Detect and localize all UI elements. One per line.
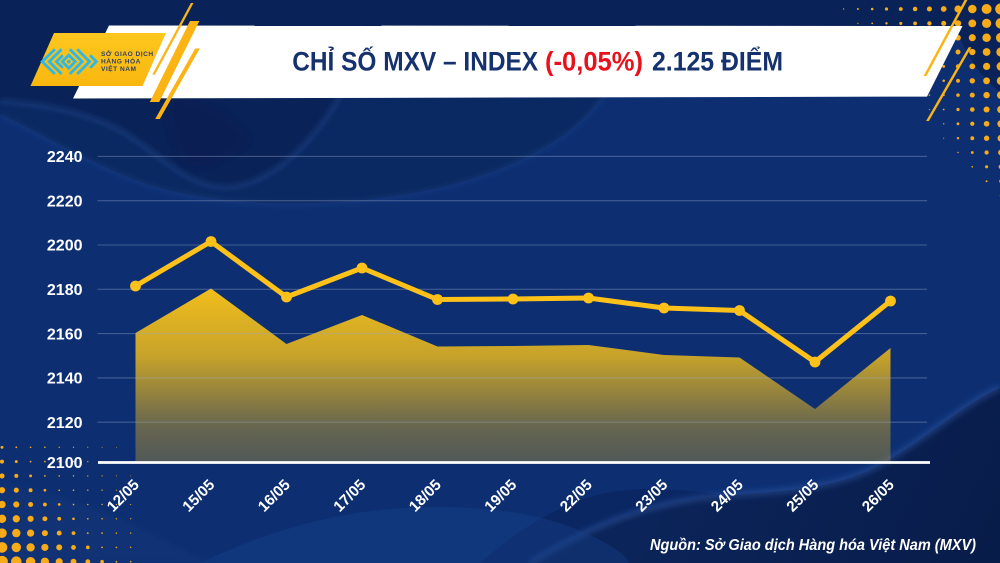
svg-text:2.125 ĐIỂM: 2.125 ĐIỂM [652,45,783,76]
svg-text:2100: 2100 [47,455,83,472]
svg-text:HÀNG HÓA: HÀNG HÓA [101,57,141,66]
svg-text:Nguồn: Sở Giao dịch Hàng hóa V: Nguồn: Sở Giao dịch Hàng hóa Việt Nam (M… [650,537,976,554]
svg-text:(-0,05%): (-0,05%) [545,46,643,76]
svg-text:2200: 2200 [47,238,83,255]
svg-text:2240: 2240 [47,149,83,166]
svg-text:2180: 2180 [47,282,83,299]
svg-text:2220: 2220 [47,193,83,210]
svg-text:CHỈ SỐ MXV – INDEX: CHỈ SỐ MXV – INDEX [292,44,538,76]
svg-text:SỞ GIAO DỊCH: SỞ GIAO DỊCH [101,49,154,58]
svg-text:VIỆT NAM: VIỆT NAM [101,64,137,73]
svg-text:2140: 2140 [47,371,83,388]
svg-text:2160: 2160 [47,326,83,343]
svg-text:2120: 2120 [47,415,83,432]
